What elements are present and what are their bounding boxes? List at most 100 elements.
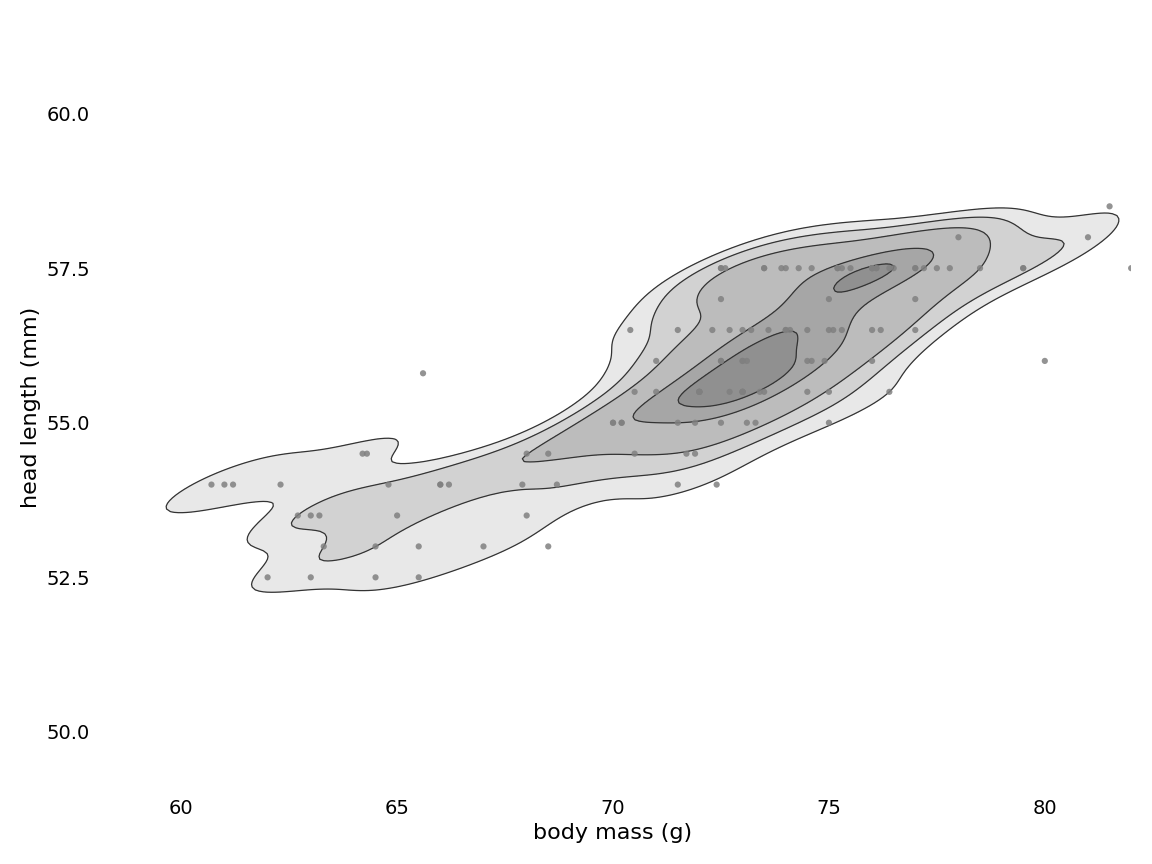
- Point: [755, 261, 773, 275]
- Point: [746, 416, 765, 429]
- Point: [621, 323, 639, 337]
- Point: [431, 478, 449, 492]
- X-axis label: body mass (g): body mass (g): [533, 823, 692, 843]
- Point: [776, 323, 795, 337]
- Point: [833, 261, 851, 275]
- Point: [734, 323, 752, 337]
- Point: [440, 478, 458, 492]
- Point: [828, 261, 847, 275]
- Point: [690, 385, 708, 399]
- Point: [755, 261, 773, 275]
- Point: [366, 539, 385, 553]
- Point: [513, 478, 531, 492]
- Point: [737, 354, 756, 368]
- Point: [863, 261, 881, 275]
- Point: [613, 416, 631, 429]
- Point: [203, 478, 221, 492]
- Point: [314, 539, 333, 553]
- Point: [755, 385, 773, 399]
- Point: [409, 539, 427, 553]
- Point: [734, 354, 752, 368]
- Point: [366, 570, 385, 584]
- Point: [647, 385, 666, 399]
- Point: [734, 385, 752, 399]
- Point: [816, 354, 834, 368]
- Point: [690, 385, 708, 399]
- Point: [223, 478, 242, 492]
- Point: [604, 416, 622, 429]
- Point: [685, 447, 704, 461]
- Point: [1078, 231, 1097, 245]
- Point: [414, 366, 432, 380]
- Point: [734, 385, 752, 399]
- Point: [1014, 261, 1032, 275]
- Point: [539, 447, 558, 461]
- Point: [880, 261, 899, 275]
- Point: [1014, 261, 1032, 275]
- Point: [907, 292, 925, 306]
- Point: [431, 478, 449, 492]
- Point: [289, 509, 308, 523]
- Point: [781, 323, 799, 337]
- Point: [310, 509, 328, 523]
- Point: [712, 416, 730, 429]
- Point: [712, 354, 730, 368]
- Point: [803, 354, 821, 368]
- Point: [388, 509, 407, 523]
- Point: [690, 385, 708, 399]
- Point: [302, 509, 320, 523]
- Point: [1036, 354, 1054, 368]
- Point: [772, 261, 790, 275]
- Point: [971, 261, 990, 275]
- Point: [820, 416, 839, 429]
- Point: [833, 323, 851, 337]
- Point: [907, 261, 925, 275]
- Point: [613, 416, 631, 429]
- Point: [1122, 261, 1140, 275]
- Point: [734, 354, 752, 368]
- Point: [302, 570, 320, 584]
- Point: [824, 323, 842, 337]
- Point: [907, 261, 925, 275]
- Point: [357, 447, 376, 461]
- Point: [789, 261, 808, 275]
- Point: [409, 570, 427, 584]
- Point: [734, 385, 752, 399]
- Point: [647, 354, 666, 368]
- Point: [820, 385, 839, 399]
- Point: [872, 323, 890, 337]
- Point: [626, 447, 644, 461]
- Point: [798, 323, 817, 337]
- Point: [668, 478, 687, 492]
- Point: [258, 570, 276, 584]
- Point: [707, 478, 726, 492]
- Point: [379, 478, 397, 492]
- Point: [703, 323, 721, 337]
- Point: [712, 292, 730, 306]
- Point: [737, 416, 756, 429]
- Y-axis label: head length (mm): head length (mm): [21, 307, 40, 508]
- Point: [880, 385, 899, 399]
- Point: [907, 323, 925, 337]
- Point: [677, 447, 696, 461]
- Point: [828, 261, 847, 275]
- Point: [841, 261, 859, 275]
- Point: [863, 323, 881, 337]
- Point: [547, 478, 566, 492]
- Point: [949, 231, 968, 245]
- Point: [803, 261, 821, 275]
- Point: [626, 385, 644, 399]
- Point: [539, 539, 558, 553]
- Point: [885, 261, 903, 275]
- Point: [685, 416, 704, 429]
- Point: [517, 509, 536, 523]
- Point: [354, 447, 372, 461]
- Point: [927, 261, 946, 275]
- Point: [720, 323, 738, 337]
- Point: [668, 323, 687, 337]
- Point: [690, 385, 708, 399]
- Point: [720, 385, 738, 399]
- Point: [820, 292, 839, 306]
- Point: [759, 323, 778, 337]
- Point: [863, 261, 881, 275]
